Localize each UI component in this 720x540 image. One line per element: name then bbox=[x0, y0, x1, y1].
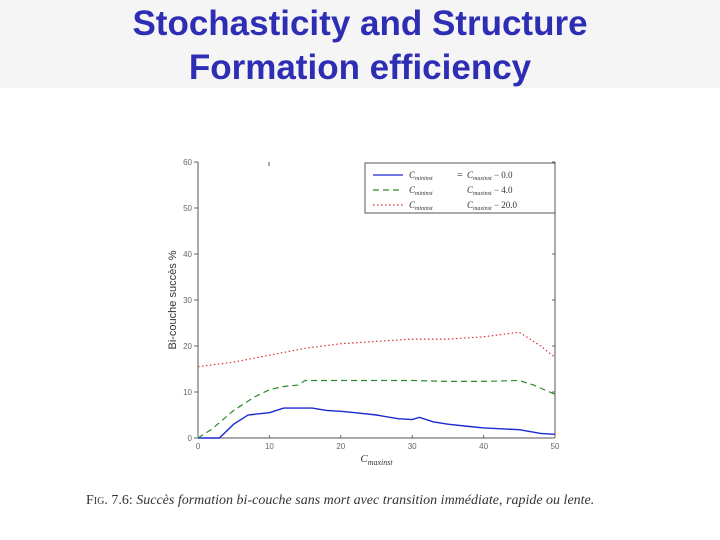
x-axis-label: Cmaxinst bbox=[360, 453, 393, 467]
figure-caption-text: Succès formation bi-couche sans mort ave… bbox=[136, 493, 595, 508]
y-tick-label: 20 bbox=[183, 342, 192, 351]
y-tick-label: 60 bbox=[183, 158, 192, 167]
x-tick-label: 50 bbox=[551, 442, 560, 451]
slide-title: Stochasticity and Structure Formation ef… bbox=[0, 2, 720, 90]
legend-label-right-2: Cmaxinst − 4.0 bbox=[467, 185, 513, 197]
y-tick-label: 40 bbox=[183, 250, 192, 259]
legend-label-left-3: Cmininst bbox=[409, 200, 433, 212]
x-tick-label: 20 bbox=[336, 442, 345, 451]
y-tick-label: 30 bbox=[183, 296, 192, 305]
legend-operator-1: = bbox=[457, 170, 463, 181]
legend-label-left-1: Cmininst bbox=[409, 170, 433, 182]
legend-label-right-1: Cmaxinst − 0.0 bbox=[467, 170, 513, 182]
line-chart: 0 10 20 30 40 50 60 0 10 20 30 40 50 Bi-couche succès… bbox=[167, 158, 560, 467]
y-tick-label: 10 bbox=[183, 388, 192, 397]
x-tick-label: 10 bbox=[265, 442, 274, 451]
legend-label-right-3: Cmaxinst − 20.0 bbox=[467, 200, 518, 212]
y-tick-label: 50 bbox=[183, 204, 192, 213]
y-tick-label: 0 bbox=[188, 434, 193, 443]
title-band bbox=[0, 0, 720, 88]
x-tick-label: 30 bbox=[408, 442, 417, 451]
slide-title-line1: Stochasticity and Structure bbox=[132, 4, 588, 43]
x-tick-label: 0 bbox=[196, 442, 201, 451]
legend-box bbox=[364, 162, 556, 214]
y-axis-label: Bi-couche succès % bbox=[167, 250, 179, 349]
figure-caption: Fig. 7.6: Succès formation bi-couche san… bbox=[86, 493, 686, 509]
legend-label-left-2: Cmininst bbox=[409, 185, 433, 197]
figure-label: Fig. 7.6: bbox=[86, 493, 133, 508]
slide-title-line2: Formation efficiency bbox=[188, 48, 532, 87]
series-line-3 bbox=[197, 331, 556, 368]
series-line-1 bbox=[198, 407, 556, 439]
x-tick-label: 40 bbox=[479, 442, 488, 451]
series-line-2 bbox=[197, 379, 556, 439]
